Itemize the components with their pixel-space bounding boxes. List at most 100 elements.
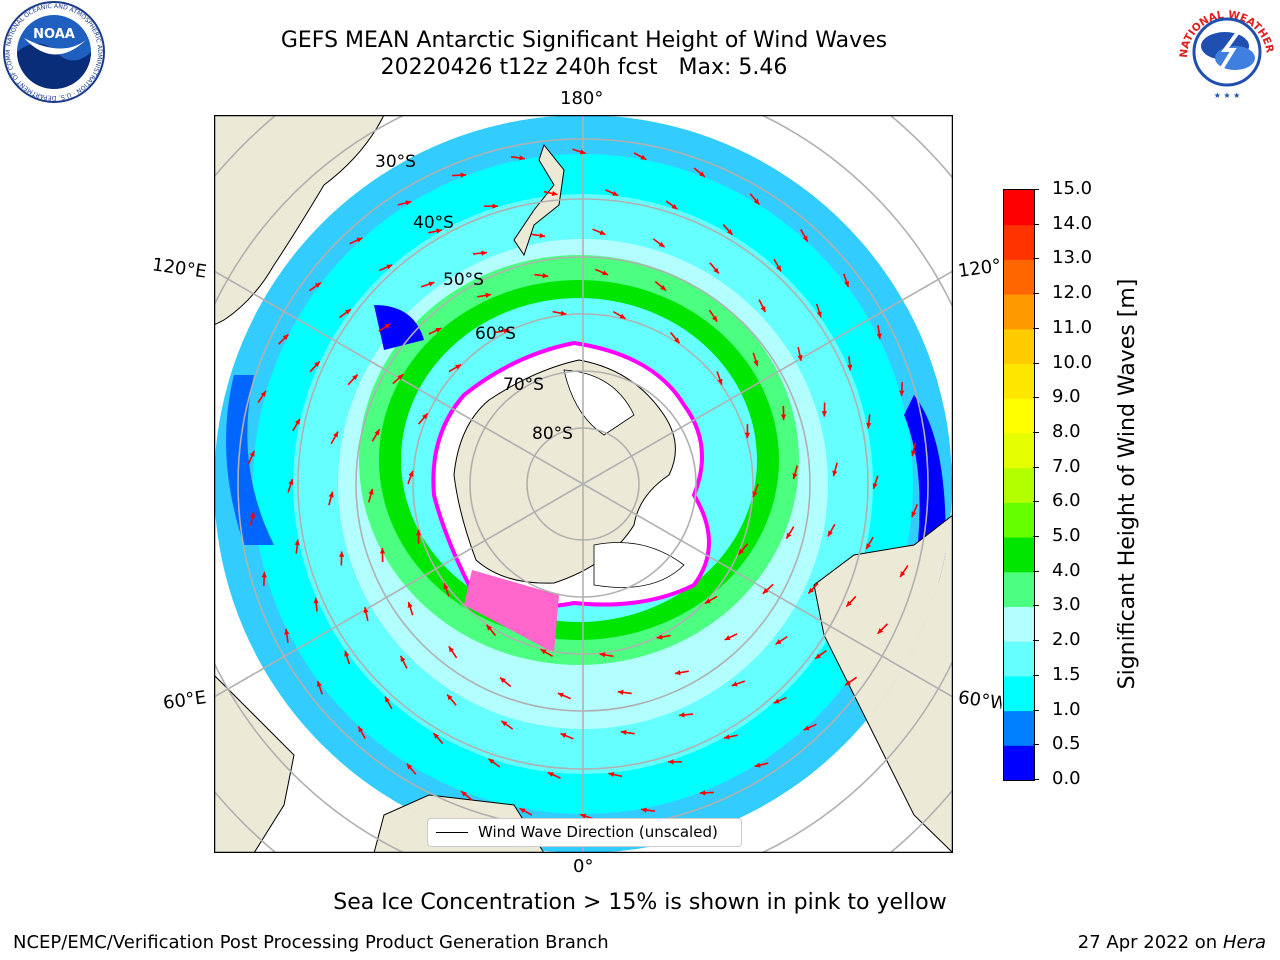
colorbar-segment <box>1004 606 1034 642</box>
wind-wave-arrow-head <box>397 374 404 380</box>
wind-wave-arrow-head <box>384 696 390 703</box>
colorbar <box>1003 189 1035 781</box>
wind-wave-arrow-head <box>699 790 706 796</box>
lon-label-180: 180° <box>560 88 604 109</box>
wind-wave-arrow-head <box>408 470 414 477</box>
wind-wave-arrow-head <box>499 677 506 684</box>
wind-wave-arrow-head <box>786 532 792 539</box>
wind-wave-arrow-head <box>679 712 685 718</box>
chart-subtitle: 20220426 t12z 240h fcst Max: 5.46 <box>380 55 788 80</box>
nws-logo: NATIONAL WEATHER SERVICE ★ ★ ★ <box>1171 0 1279 104</box>
colorbar-tick-label: 1.5 <box>1052 663 1081 685</box>
wind-wave-arrow-head <box>540 649 547 655</box>
colorbar-segment <box>1004 224 1034 260</box>
wind-wave-arrow-head <box>724 635 731 640</box>
lat-label-30s: 30°S <box>375 152 416 172</box>
wind-wave-arrow-head <box>599 230 606 235</box>
wind-wave-arrow-head <box>486 624 492 631</box>
colorbar-segment <box>1004 398 1034 434</box>
noaa-center-text: NOAA <box>33 27 75 42</box>
wind-wave-arrow-head <box>866 543 872 550</box>
wind-wave-arrow-head <box>249 450 255 457</box>
colorbar-tick-label: 0.5 <box>1052 733 1081 755</box>
colorbar-tick-mark <box>1033 640 1039 642</box>
wind-wave-arrow-head <box>386 264 393 270</box>
colorbar-tick-mark <box>1033 536 1039 538</box>
colorbar-tick-label: 9.0 <box>1052 386 1081 408</box>
wind-wave-arrow-head <box>368 488 374 495</box>
lon-label-120e: 120°E <box>150 254 208 283</box>
wind-wave-arrow-head <box>481 250 487 256</box>
colorbar-tick-label: 0.0 <box>1052 768 1081 789</box>
africa-land <box>214 674 295 853</box>
wind-wave-arrow-head <box>315 282 321 288</box>
wind-wave-arrow-head <box>876 333 882 340</box>
wind-wave-arrow-head <box>542 273 549 279</box>
colorbar-segment <box>1004 259 1034 295</box>
colorbar-tick-mark <box>1033 709 1039 711</box>
wind-wave-arrow-head <box>384 323 391 329</box>
wind-wave-arrow-head <box>422 413 428 420</box>
polar-map <box>213 114 954 854</box>
ross-ice-shelf <box>563 369 635 436</box>
wind-wave-arrow-head <box>640 154 647 160</box>
wind-wave-arrow-head <box>492 203 498 209</box>
ronne-ice-shelf <box>593 542 685 588</box>
legend-line-icon <box>436 832 468 833</box>
wind-wave-arrow-head <box>617 689 624 695</box>
wind-wave-arrow-head <box>866 422 872 429</box>
colorbar-segment <box>1004 190 1034 226</box>
wind-wave-arrow-head <box>249 511 256 518</box>
lon-label-0: 0° <box>573 856 594 877</box>
colorbar-tick-label: 2.0 <box>1052 629 1081 651</box>
wind-wave-arrow-head <box>773 698 780 704</box>
wind-wave-arrow-head <box>443 583 449 590</box>
wind-wave-arrow-head <box>436 228 443 234</box>
wind-wave-arrow-head <box>551 190 558 197</box>
colorbar-tick-label: 14.0 <box>1052 212 1093 234</box>
wind-wave-arrow-head <box>539 232 546 239</box>
wind-wave-arrow-head <box>602 270 609 276</box>
wind-wave-arrow-head <box>845 680 851 686</box>
colorbar-tick-mark <box>1033 189 1039 190</box>
colorbar-segment <box>1004 294 1034 330</box>
wind-wave-arrow-head <box>460 172 467 178</box>
wind-wave-arrow-head <box>560 733 567 738</box>
wind-wave-arrow-head <box>294 539 300 546</box>
wind-wave-arrow-head <box>501 720 508 727</box>
colorbar-tick-mark <box>1033 674 1039 676</box>
wind-wave-arrow-head <box>374 429 380 436</box>
australia-land <box>214 115 385 326</box>
colorbar-tick-mark <box>1033 258 1039 260</box>
colorbar-tick-mark <box>1033 605 1039 607</box>
wind-wave-arrow-head <box>792 473 798 480</box>
wind-wave-arrow-head <box>776 265 782 272</box>
wind-wave-arrow-head <box>519 808 526 814</box>
wind-wave-arrow-head <box>832 470 838 477</box>
wind-wave-arrow-head <box>674 670 681 676</box>
colorbar-segment <box>1004 537 1034 573</box>
wind-wave-arrow-head <box>599 652 606 658</box>
wind-wave-arrow-head <box>900 571 906 578</box>
wind-wave-arrow-head <box>815 653 821 659</box>
colorbar-segment <box>1004 571 1034 607</box>
wind-wave-arrow-head <box>345 309 351 315</box>
colorbar-tick-label: 8.0 <box>1052 420 1081 442</box>
wind-wave-arrow-head <box>338 551 345 557</box>
colorbar-segment <box>1004 502 1034 538</box>
wind-wave-arrow-head <box>435 328 442 333</box>
wind-wave-arrow-head <box>261 571 267 578</box>
wind-wave-arrow-head <box>712 315 718 322</box>
footer-right: 27 Apr 2022 on Hera <box>1078 932 1266 953</box>
colorbar-tick-label: 10.0 <box>1052 351 1093 373</box>
wind-wave-arrow-head <box>827 530 833 537</box>
colorbar-tick-label: 1.0 <box>1052 698 1081 720</box>
wind-wave-arrow-head <box>775 639 782 645</box>
lat-label-70s: 70°S <box>503 375 544 395</box>
wind-wave-arrow-head <box>428 281 435 287</box>
wind-wave-arrow-head <box>821 411 828 417</box>
wind-wave-arrow-head <box>328 491 334 498</box>
wind-wave-arrow-head <box>379 547 386 554</box>
wind-wave-arrow-head <box>877 628 884 634</box>
colorbar-tick-mark <box>1033 223 1039 225</box>
